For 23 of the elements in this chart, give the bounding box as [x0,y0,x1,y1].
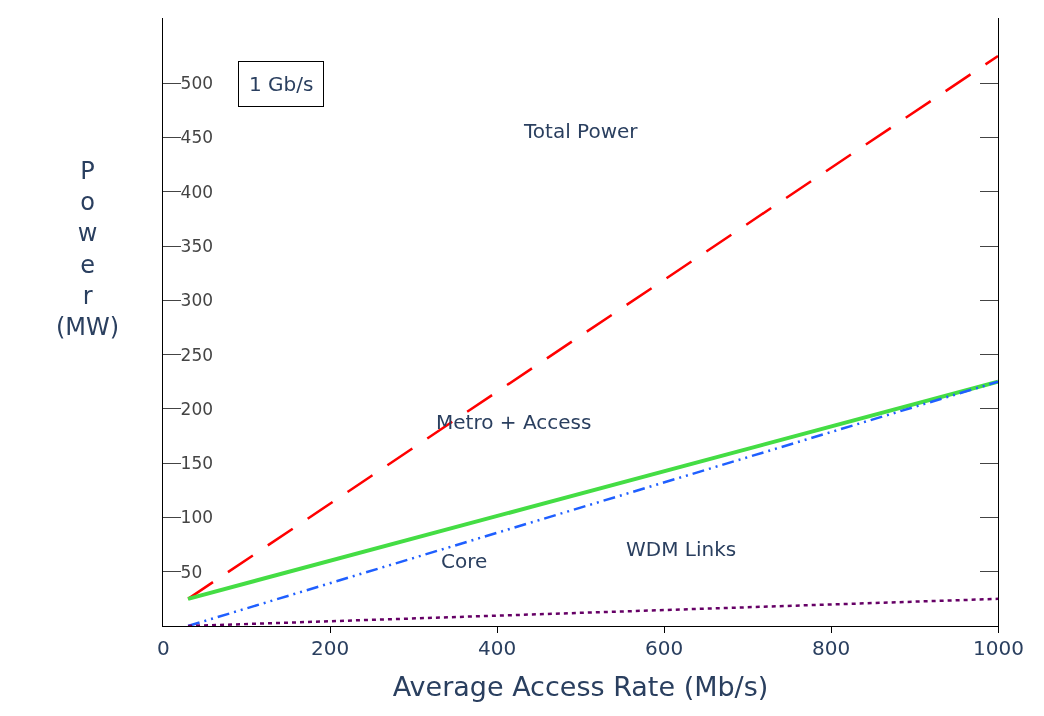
y-axis-title: Power (MW) [56,157,120,341]
x-tick-label: 600 [645,636,684,660]
annotation: WDM Links [626,537,737,561]
y-tick-label: 100 [180,507,214,528]
annotation: 1 Gb/s [249,72,314,96]
annotation: Total Power [523,119,639,143]
y-tick-label: 500 [180,73,214,94]
x-tick-label: 800 [812,636,851,660]
y-tick-label: 400 [180,181,214,202]
x-tick-label: 0 [157,636,170,660]
y-tick-label: 200 [180,398,214,419]
y-tick-label: 250 [180,344,214,365]
annotation: Core [441,549,488,573]
y-tick-label: 150 [180,453,214,474]
x-tick-label: 1000 [973,636,1024,660]
y-tick-label: 300 [180,290,214,311]
x-tick-label: 400 [478,636,517,660]
x-axis-title: Average Access Rate (Mb/s) [392,671,769,703]
x-tick-label: 200 [311,636,350,660]
annotation: Metro + Access [436,410,592,434]
y-tick-label: 450 [180,127,214,148]
y-tick-label: 350 [180,235,214,256]
y-tick-label: 50 [180,561,203,582]
